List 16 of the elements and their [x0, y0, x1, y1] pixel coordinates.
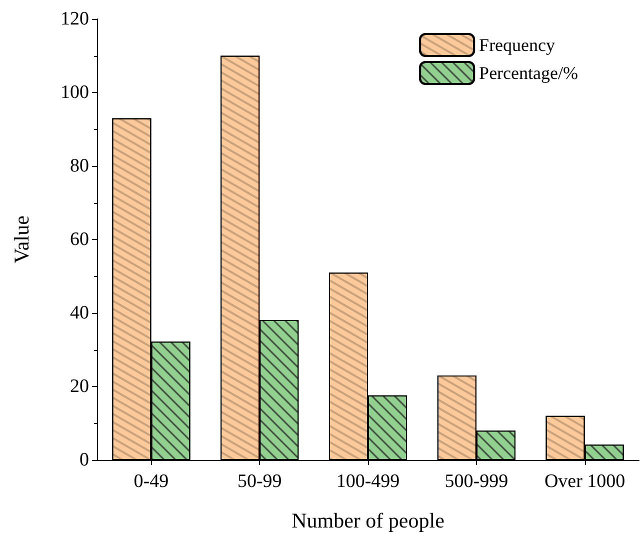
x-tick-label: 0-49: [134, 471, 169, 492]
x-tick-label: 500-999: [444, 471, 508, 492]
y-tick-label: 100: [60, 82, 89, 103]
y-tick-label: 60: [70, 229, 89, 250]
legend-label: Frequency: [479, 35, 556, 55]
y-tick-label: 20: [70, 376, 89, 397]
x-tick-label: 100-499: [336, 471, 400, 492]
x-tick-label: 50-99: [237, 471, 282, 492]
legend-label: Percentage/%: [479, 63, 578, 83]
y-axis-title: Value: [10, 216, 34, 264]
y-tick-label: 120: [60, 8, 89, 30]
y-tick-label: 0: [80, 450, 89, 470]
y-tick-label: 40: [70, 302, 89, 324]
x-tick-label: Over 1000: [544, 471, 626, 492]
x-axis-title: Number of people: [292, 508, 444, 532]
y-tick-label: 80: [70, 156, 89, 176]
